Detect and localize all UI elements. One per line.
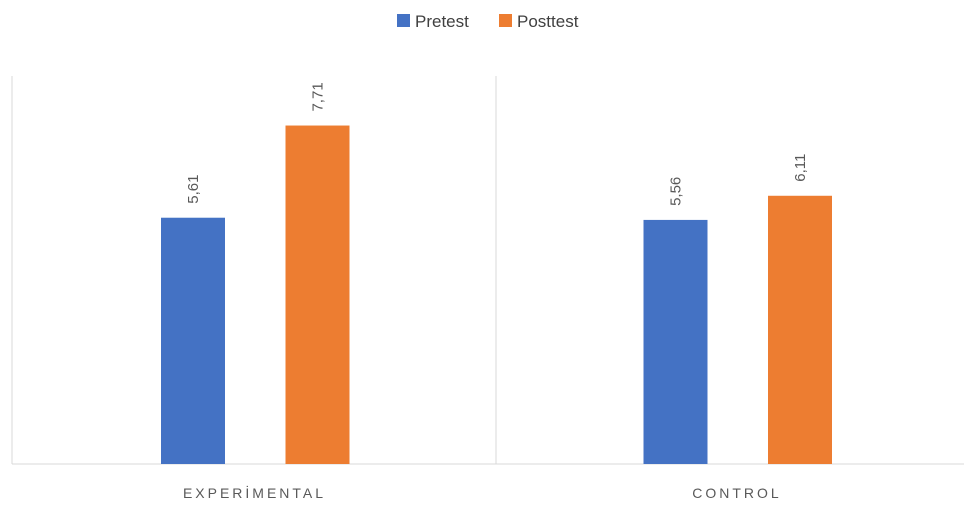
- data-label-posttest-2: 6,11: [792, 154, 809, 182]
- bar-posttest-2: [768, 195, 832, 464]
- category-label-2: CONTROL: [692, 485, 781, 501]
- bar-pretest-2: [643, 219, 708, 464]
- data-label-pretest-2: 5,56: [668, 177, 685, 206]
- legend-swatch-posttest: [499, 14, 512, 27]
- bar-pretest-1: [161, 217, 225, 464]
- legend: Pretest Posttest: [397, 12, 579, 31]
- legend-label-pretest: Pretest: [415, 12, 469, 31]
- category-label-1: EXPERİMENTAL: [183, 484, 326, 501]
- legend-label-posttest: Posttest: [517, 12, 579, 31]
- data-label-pretest-1: 5,61: [185, 175, 202, 204]
- legend-swatch-pretest: [397, 14, 410, 27]
- bar-posttest-1: [285, 125, 350, 464]
- data-label-posttest-1: 7,71: [310, 82, 327, 111]
- plot-area: 5,61 5,56 7,71 6,11 EXPERİMENTAL CONTROL: [11, 76, 964, 501]
